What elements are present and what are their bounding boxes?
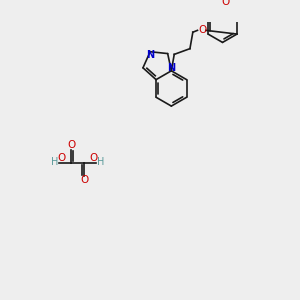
Text: H: H bbox=[97, 157, 104, 167]
Text: O: O bbox=[80, 175, 88, 185]
Text: O: O bbox=[58, 153, 66, 163]
Text: O: O bbox=[89, 153, 98, 163]
Text: O: O bbox=[198, 26, 206, 35]
Text: H: H bbox=[51, 157, 58, 167]
Text: O: O bbox=[221, 0, 230, 7]
Text: N: N bbox=[167, 63, 175, 73]
Text: O: O bbox=[67, 140, 75, 150]
Text: N: N bbox=[146, 50, 154, 59]
